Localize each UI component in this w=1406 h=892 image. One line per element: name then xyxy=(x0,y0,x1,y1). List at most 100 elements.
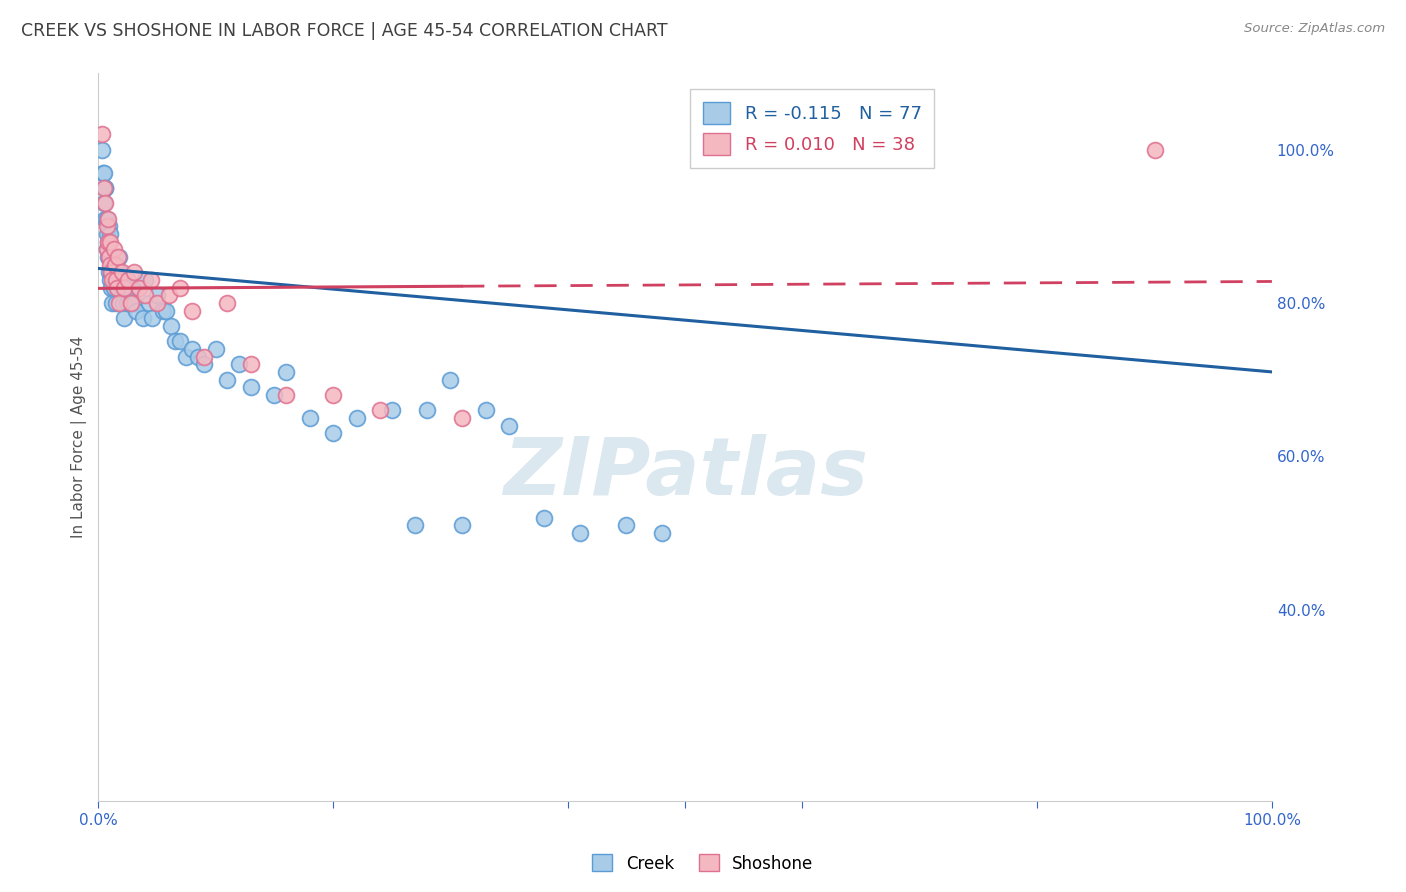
Point xyxy=(96,242,118,256)
Y-axis label: In Labor Force | Age 45-54: In Labor Force | Age 45-54 xyxy=(72,336,87,538)
Point xyxy=(90,143,112,157)
Point xyxy=(94,181,117,195)
Point xyxy=(97,250,120,264)
Point xyxy=(533,510,555,524)
Point xyxy=(346,410,368,425)
Point xyxy=(93,166,115,180)
Point xyxy=(98,235,121,249)
Point xyxy=(451,518,474,533)
Point xyxy=(128,280,150,294)
Point xyxy=(97,219,120,234)
Point xyxy=(152,303,174,318)
Point xyxy=(451,410,474,425)
Point xyxy=(381,403,404,417)
Point xyxy=(651,525,673,540)
Point xyxy=(193,350,215,364)
Point xyxy=(100,265,122,279)
Point xyxy=(97,211,120,226)
Point xyxy=(169,334,191,349)
Point xyxy=(107,280,129,294)
Legend: Creek, Shoshone: Creek, Shoshone xyxy=(586,847,820,880)
Point xyxy=(120,296,142,310)
Point xyxy=(96,211,118,226)
Point xyxy=(616,518,638,533)
Point xyxy=(138,296,160,310)
Point xyxy=(110,273,132,287)
Point xyxy=(108,250,131,264)
Point xyxy=(181,303,204,318)
Point xyxy=(112,280,135,294)
Point xyxy=(416,403,439,417)
Point xyxy=(96,227,118,241)
Point xyxy=(105,273,128,287)
Point xyxy=(111,296,134,310)
Point xyxy=(96,242,118,256)
Point xyxy=(97,250,120,264)
Point xyxy=(101,273,124,287)
Legend: R = -0.115   N = 77, R = 0.010   N = 38: R = -0.115 N = 77, R = 0.010 N = 38 xyxy=(690,89,934,168)
Point xyxy=(134,273,156,287)
Point xyxy=(97,265,120,279)
Point xyxy=(239,380,262,394)
Point xyxy=(368,403,391,417)
Point xyxy=(98,250,121,264)
Point xyxy=(98,273,121,287)
Point xyxy=(125,303,148,318)
Point xyxy=(187,350,209,364)
Point xyxy=(101,296,124,310)
Point xyxy=(94,196,117,211)
Point xyxy=(132,311,155,326)
Text: Source: ZipAtlas.com: Source: ZipAtlas.com xyxy=(1244,22,1385,36)
Point xyxy=(404,518,426,533)
Point xyxy=(157,288,180,302)
Point xyxy=(97,250,120,264)
Point xyxy=(122,296,145,310)
Point xyxy=(498,418,520,433)
Point xyxy=(217,373,239,387)
Point xyxy=(322,426,344,441)
Point xyxy=(298,410,321,425)
Point xyxy=(115,296,138,310)
Text: CREEK VS SHOSHONE IN LABOR FORCE | AGE 45-54 CORRELATION CHART: CREEK VS SHOSHONE IN LABOR FORCE | AGE 4… xyxy=(21,22,668,40)
Point xyxy=(107,250,129,264)
Point xyxy=(93,196,115,211)
Point xyxy=(274,365,297,379)
Point xyxy=(193,357,215,371)
Point xyxy=(474,403,496,417)
Point xyxy=(103,242,125,256)
Point xyxy=(100,265,122,279)
Point xyxy=(101,265,124,279)
Point xyxy=(96,219,118,234)
Point xyxy=(322,388,344,402)
Point xyxy=(108,296,131,310)
Point xyxy=(91,166,114,180)
Point xyxy=(98,227,121,241)
Point xyxy=(105,280,128,294)
Point xyxy=(118,280,141,294)
Point xyxy=(112,311,135,326)
Point xyxy=(155,303,177,318)
Point xyxy=(100,280,122,294)
Point xyxy=(97,235,120,249)
Point xyxy=(128,280,150,294)
Point xyxy=(104,258,127,272)
Point xyxy=(111,265,134,279)
Text: ZIPatlas: ZIPatlas xyxy=(502,434,868,513)
Point xyxy=(117,288,139,302)
Point xyxy=(104,296,127,310)
Point xyxy=(117,273,139,287)
Point xyxy=(90,128,112,142)
Point xyxy=(274,388,297,402)
Point xyxy=(94,181,117,195)
Point xyxy=(94,211,117,226)
Point xyxy=(103,280,125,294)
Point xyxy=(239,357,262,371)
Point xyxy=(141,273,163,287)
Point xyxy=(111,280,134,294)
Point xyxy=(120,296,142,310)
Point xyxy=(163,334,186,349)
Point xyxy=(134,288,156,302)
Point xyxy=(104,258,127,272)
Point xyxy=(98,258,121,272)
Point xyxy=(122,265,145,279)
